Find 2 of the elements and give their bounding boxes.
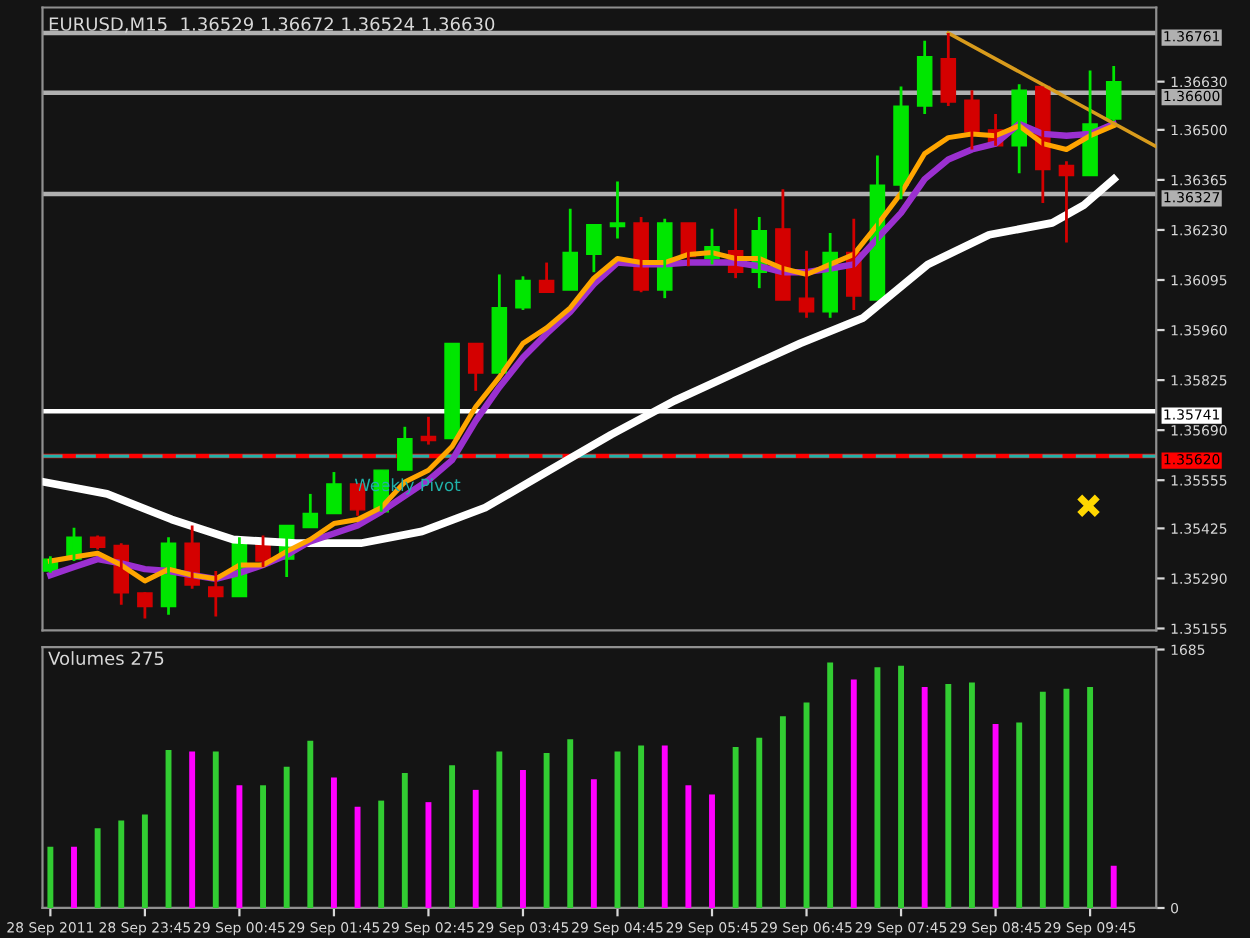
chart-title: Volumes 275 [48,651,164,666]
chart-title: EURUSD,M15 1.36529 1.36672 1.36524 1.36630 [49,17,495,33]
